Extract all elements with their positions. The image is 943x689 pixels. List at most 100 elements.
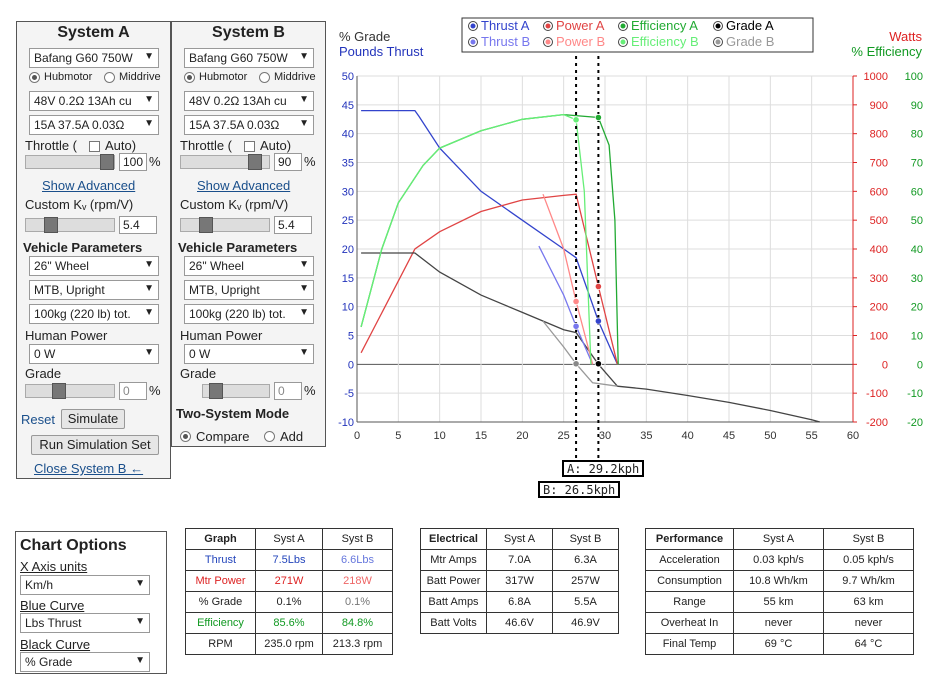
blue-curve-select[interactable]: Lbs Thrust ▼ bbox=[20, 613, 150, 633]
syst-a-header: Syst A bbox=[733, 528, 824, 550]
kv-thumb-a[interactable] bbox=[44, 217, 58, 233]
kv-slider-a[interactable] bbox=[25, 217, 115, 233]
thrust-b: 6.6Lbs bbox=[322, 549, 393, 571]
legend-swatch bbox=[545, 23, 551, 29]
chevron-down-icon: ▼ bbox=[135, 616, 145, 627]
wheel-select-b[interactable]: 26" Wheel ▼ bbox=[184, 256, 314, 276]
run-simulation-set-button[interactable]: Run Simulation Set bbox=[31, 435, 159, 455]
kv-input-a[interactable]: 5.4 bbox=[119, 216, 157, 234]
hubmotor-radio-b[interactable] bbox=[184, 72, 195, 83]
table-row: Final Temp 69 °C 64 °C bbox=[645, 633, 914, 655]
human-power-select-a[interactable]: 0 W ▼ bbox=[29, 344, 159, 364]
chevron-down-icon: ▼ bbox=[299, 283, 309, 294]
legend-label: Grade B bbox=[726, 34, 774, 49]
chevron-down-icon: ▼ bbox=[299, 259, 309, 270]
chart-cursors[interactable] bbox=[575, 56, 600, 460]
table-row: Consumption 10.8 Wh/km 9.7 Wh/km bbox=[645, 570, 914, 592]
wheel-select-a[interactable]: 26" Wheel ▼ bbox=[29, 256, 159, 276]
show-advanced-link-b[interactable]: Show Advanced bbox=[197, 178, 291, 193]
vehicle-type-select-b[interactable]: MTB, Upright ▼ bbox=[184, 280, 314, 300]
black-curve-select[interactable]: % Grade ▼ bbox=[20, 652, 150, 672]
battery-select-b[interactable]: 48V 0.2Ω 13Ah cu ▼ bbox=[184, 91, 314, 111]
legend-label: Power A bbox=[556, 18, 605, 33]
graph-header: Graph bbox=[185, 528, 256, 550]
simulate-button[interactable]: Simulate bbox=[61, 409, 125, 429]
kv-label-b: Custom Kᵥ (rpm/V) bbox=[180, 197, 289, 212]
y-watts-tick-label: -200 bbox=[866, 417, 888, 429]
kv-thumb-b[interactable] bbox=[199, 217, 213, 233]
cell: Batt Amps bbox=[420, 591, 487, 613]
cell: Batt Power bbox=[420, 570, 487, 592]
y-left-tick-label: 35 bbox=[342, 158, 354, 170]
controller-select-b[interactable]: 15A 37.5A 0.03Ω ▼ bbox=[184, 115, 314, 135]
middrive-radio-b[interactable] bbox=[259, 72, 270, 83]
data-point bbox=[594, 360, 602, 368]
chevron-down-icon: ▼ bbox=[135, 655, 145, 666]
grade-thumb-a[interactable] bbox=[52, 383, 66, 399]
auto-checkbox-a[interactable] bbox=[89, 141, 100, 152]
mass-select-a[interactable]: 100kg (220 lb) tot. ▼ bbox=[29, 304, 159, 324]
y-left-tick-label: 25 bbox=[342, 215, 354, 227]
vehicle-type-select-a[interactable]: MTB, Upright ▼ bbox=[29, 280, 159, 300]
show-advanced-link-a[interactable]: Show Advanced bbox=[42, 178, 136, 193]
throttle-slider-a[interactable] bbox=[25, 154, 115, 170]
add-label: Add bbox=[280, 429, 304, 444]
mass-select-b[interactable]: 100kg (220 lb) tot. ▼ bbox=[184, 304, 314, 324]
simulation-chart[interactable]: Thrust A Power A Efficiency A Grade A Thrust… bbox=[335, 12, 935, 512]
throttle-input-a[interactable]: 100 bbox=[119, 153, 147, 171]
throttle-input-b[interactable]: 90 bbox=[274, 153, 302, 171]
table-row: Thrust 7.5Lbs 6.6Lbs bbox=[185, 549, 393, 571]
cell: Consumption bbox=[645, 570, 734, 592]
throttle-thumb-a[interactable] bbox=[100, 154, 114, 170]
cell: never bbox=[733, 612, 824, 634]
chevron-down-icon: ▼ bbox=[299, 307, 309, 318]
motor-select-b[interactable]: Bafang G60 750W ▼ bbox=[184, 48, 314, 68]
reset-link[interactable]: Reset bbox=[21, 412, 55, 427]
thrust-a: 7.5Lbs bbox=[255, 549, 323, 571]
compare-radio[interactable] bbox=[180, 431, 191, 442]
blue-curve-label: Blue Curve bbox=[20, 598, 85, 613]
grade-slider-b[interactable] bbox=[202, 383, 270, 399]
kv-input-b[interactable]: 5.4 bbox=[274, 216, 312, 234]
human-power-select-b[interactable]: 0 W ▼ bbox=[184, 344, 314, 364]
cell: 64 °C bbox=[823, 633, 914, 655]
system-a-title: System A bbox=[57, 24, 130, 41]
hubmotor-radio-a[interactable] bbox=[29, 72, 40, 83]
y-eff-tick-label: 100 bbox=[905, 71, 923, 83]
battery-select-a[interactable]: 48V 0.2Ω 13Ah cu ▼ bbox=[29, 91, 159, 111]
add-radio[interactable] bbox=[264, 431, 275, 442]
auto-label-a: Auto) bbox=[105, 138, 137, 153]
left-axis-title-1: % Grade bbox=[339, 29, 390, 44]
black-curve-label: Black Curve bbox=[20, 637, 91, 652]
motor-select-a[interactable]: Bafang G60 750W ▼ bbox=[29, 48, 159, 68]
middrive-radio-a[interactable] bbox=[104, 72, 115, 83]
chevron-down-icon: ▼ bbox=[299, 118, 309, 129]
grade-slider-a[interactable] bbox=[25, 383, 115, 399]
x-axis-units-select[interactable]: Km/h ▼ bbox=[20, 575, 150, 595]
cell: 46.6V bbox=[486, 612, 553, 634]
close-system-b-link[interactable]: Close System B ← bbox=[34, 461, 144, 476]
controller-select-a[interactable]: 15A 37.5A 0.03Ω ▼ bbox=[29, 115, 159, 135]
vehicle-params-label-a: Vehicle Parameters bbox=[23, 240, 143, 255]
grade-input-b[interactable]: 0 bbox=[274, 382, 302, 400]
legend-label: Grade A bbox=[726, 18, 774, 33]
y-left-tick-label: 10 bbox=[342, 302, 354, 314]
throttle-slider-b[interactable] bbox=[180, 154, 270, 170]
cell: Final Temp bbox=[645, 633, 734, 655]
grade-thumb-b[interactable] bbox=[209, 383, 223, 399]
cell: 9.7 Wh/km bbox=[823, 570, 914, 592]
x-tick-label: 50 bbox=[764, 430, 776, 442]
throttle-thumb-b[interactable] bbox=[248, 154, 262, 170]
chart-markers bbox=[572, 113, 602, 368]
kv-slider-b[interactable] bbox=[180, 217, 270, 233]
syst-b-header: Syst B bbox=[823, 528, 914, 550]
cell: 7.0A bbox=[486, 549, 553, 571]
x-tick-label: 40 bbox=[682, 430, 694, 442]
right-axis-title-2: % Efficiency bbox=[851, 44, 922, 59]
data-point bbox=[572, 322, 580, 330]
y-left-tick-label: 15 bbox=[342, 273, 354, 285]
auto-checkbox-b[interactable] bbox=[244, 141, 255, 152]
y-watts-tick-label: 200 bbox=[870, 302, 888, 314]
y-watts-tick-label: -100 bbox=[866, 388, 888, 400]
grade-input-a[interactable]: 0 bbox=[119, 382, 147, 400]
